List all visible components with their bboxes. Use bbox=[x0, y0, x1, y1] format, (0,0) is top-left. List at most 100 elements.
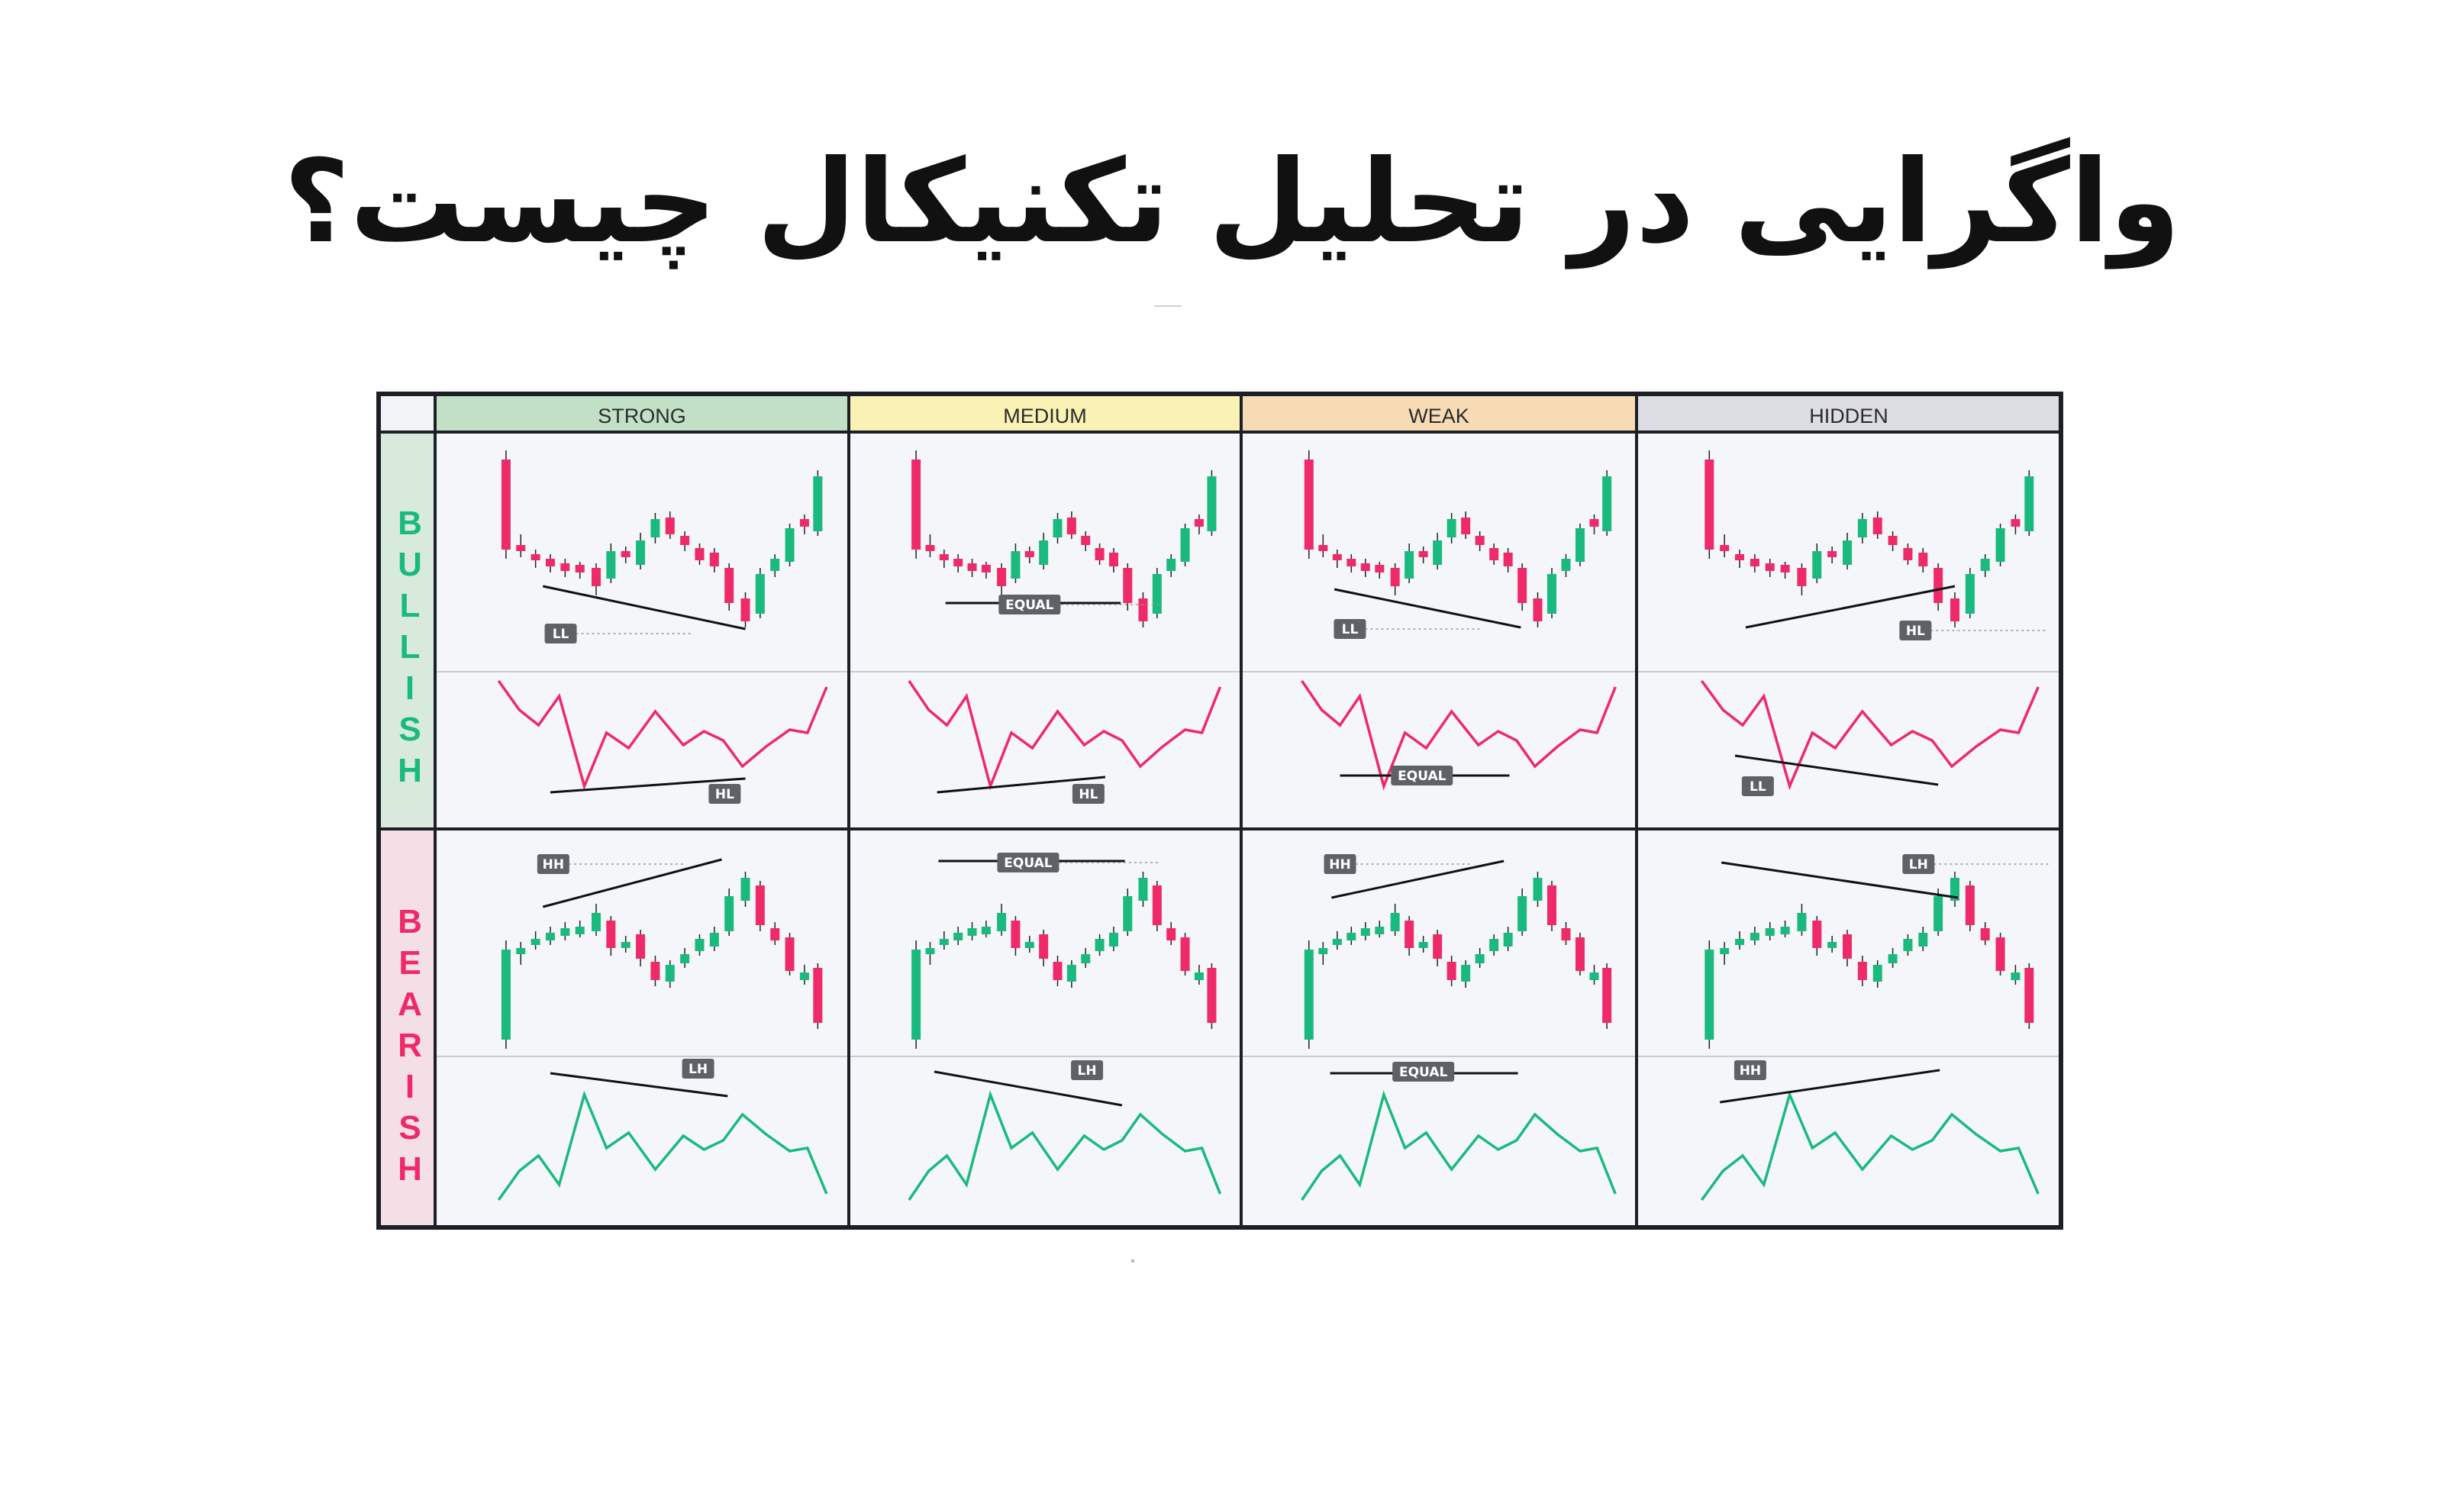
candle-body bbox=[1166, 559, 1176, 571]
candle-body bbox=[1108, 553, 1118, 566]
candle-body bbox=[981, 565, 991, 572]
candle-body bbox=[740, 598, 750, 621]
candle-body bbox=[516, 948, 526, 954]
candle-body bbox=[1446, 519, 1456, 537]
candle-body bbox=[770, 559, 780, 571]
candle-body bbox=[1872, 965, 1882, 982]
row-label-letter: I bbox=[405, 1068, 414, 1105]
candle-body bbox=[545, 559, 555, 566]
candle-body bbox=[1461, 518, 1471, 534]
candle-body bbox=[1995, 528, 2005, 562]
candle-body bbox=[575, 927, 585, 934]
row-label-letter: H bbox=[398, 752, 422, 789]
candle-body bbox=[1602, 476, 1612, 531]
candle-body bbox=[1375, 927, 1385, 934]
divergence-tag-box bbox=[1071, 1060, 1104, 1080]
divergence-tag: LH bbox=[689, 1062, 708, 1077]
column-header-hidden bbox=[1637, 394, 2061, 432]
candle-body bbox=[1138, 878, 1148, 901]
page-title: واگرایی در تحلیل تکنیکال چیست؟ bbox=[283, 136, 2181, 269]
divergence-tag: EQUAL bbox=[1398, 769, 1446, 784]
candle-body bbox=[1797, 568, 1807, 586]
candle-body bbox=[981, 927, 991, 934]
candlestick-chart bbox=[1704, 872, 2034, 1049]
price-trendline bbox=[1721, 861, 1959, 899]
divergence-tag: LH bbox=[1078, 1063, 1097, 1079]
candle-body bbox=[1888, 536, 1898, 545]
divergence-tag-box bbox=[1392, 1062, 1455, 1082]
cell-bullish-strong: LL HL bbox=[497, 450, 828, 804]
candle-body bbox=[997, 568, 1007, 586]
candle-body bbox=[591, 913, 601, 931]
indicator-line bbox=[497, 1090, 828, 1201]
candle-body bbox=[1346, 933, 1356, 940]
candle-body bbox=[1207, 476, 1217, 531]
candle-body bbox=[1318, 948, 1328, 954]
candle-body bbox=[2011, 972, 2021, 980]
divergence-tag: HL bbox=[1079, 787, 1098, 802]
candle-body bbox=[1039, 540, 1049, 565]
candle-body bbox=[1304, 460, 1314, 550]
candle-body bbox=[621, 551, 631, 557]
candle-body bbox=[2024, 476, 2034, 531]
candle-body bbox=[813, 968, 823, 1023]
candle-body bbox=[1765, 563, 1775, 571]
divergence-tag-box bbox=[997, 853, 1059, 872]
candle-body bbox=[695, 939, 705, 951]
candle-body bbox=[1066, 518, 1076, 534]
row-label-letter: B bbox=[398, 903, 422, 940]
candle-body bbox=[665, 518, 675, 534]
candle-body bbox=[1918, 553, 1928, 566]
divergence-tag: EQUAL bbox=[1004, 856, 1053, 871]
candle-body bbox=[1360, 928, 1370, 936]
indicator-line bbox=[908, 680, 1222, 791]
candle-body bbox=[1304, 950, 1314, 1040]
candle-body bbox=[1053, 519, 1063, 537]
candlestick-chart bbox=[501, 872, 823, 1049]
divergence-tag-box bbox=[1734, 1060, 1766, 1080]
candlestick-chart bbox=[1304, 872, 1612, 1049]
indicator-trendline bbox=[550, 1072, 728, 1098]
candle-body bbox=[680, 536, 690, 545]
candle-body bbox=[1888, 954, 1898, 963]
candle-body bbox=[1965, 574, 1975, 614]
indicator-line bbox=[1700, 1090, 2040, 1201]
candle-body bbox=[1503, 933, 1513, 947]
cell-bearish-weak: HH EQUAL bbox=[1301, 854, 1617, 1201]
cell-bullish-weak: LL EQUAL bbox=[1301, 450, 1617, 791]
table-frame bbox=[376, 392, 2063, 1230]
candle-body bbox=[1561, 928, 1571, 940]
candle-body bbox=[1095, 939, 1105, 951]
candle-body bbox=[709, 553, 719, 566]
divergence-tag-box bbox=[682, 1059, 714, 1079]
table-background bbox=[379, 394, 2061, 1227]
candle-body bbox=[1980, 928, 1990, 940]
candle-body bbox=[911, 950, 921, 1040]
row-label-letter: L bbox=[400, 628, 421, 666]
price-trendline bbox=[542, 585, 746, 631]
candle-body bbox=[1589, 972, 1599, 980]
divergence-tag-box bbox=[544, 624, 577, 643]
candle-body bbox=[501, 460, 511, 550]
candle-body bbox=[1475, 954, 1485, 963]
candle-body bbox=[785, 937, 795, 971]
candle-body bbox=[1024, 551, 1034, 557]
candle-body bbox=[1066, 965, 1076, 982]
candle-body bbox=[1433, 540, 1443, 565]
candle-body bbox=[1980, 559, 1990, 571]
candle-body bbox=[1024, 942, 1034, 948]
candlestick-chart bbox=[1304, 450, 1612, 627]
candle-body bbox=[1152, 574, 1162, 614]
candle-body bbox=[1589, 519, 1599, 527]
candlestick-chart bbox=[501, 450, 823, 627]
indicator-line bbox=[497, 679, 828, 791]
candle-body bbox=[1704, 950, 1714, 1040]
cell-bearish-strong: HH LH bbox=[497, 854, 828, 1201]
candle-body bbox=[1827, 942, 1837, 948]
candle-body bbox=[1081, 536, 1091, 545]
candle-body bbox=[1123, 896, 1133, 931]
candle-body bbox=[1857, 962, 1867, 980]
corner-cell bbox=[379, 394, 435, 432]
